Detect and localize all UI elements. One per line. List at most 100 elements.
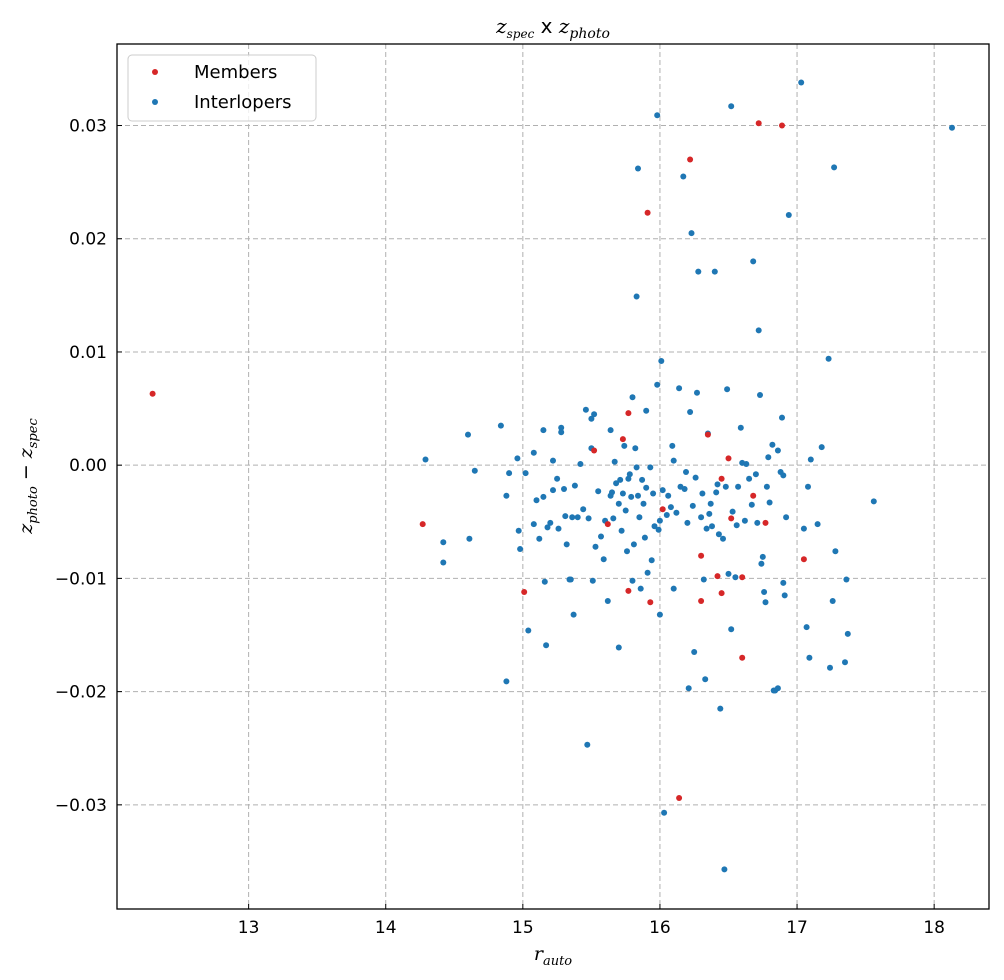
point-members [725,455,732,462]
point-interlopers [514,455,521,462]
point-members [762,519,769,526]
point-interlopers [785,212,792,218]
point-interlopers [574,514,581,521]
point-interlopers [643,484,650,491]
point-interlopers [567,576,574,583]
point-interlopers [577,461,584,467]
point-interlopers [781,592,788,599]
point-interlopers [691,649,698,655]
point-interlopers [595,488,602,495]
point-interlopers [589,577,596,584]
point-interlopers [685,685,692,692]
point-interlopers [628,493,635,500]
point-interlopers [640,500,647,507]
point-interlopers [522,470,529,477]
point-interlopers [724,386,731,393]
point-interlopers [844,630,851,637]
y-axis-label-a-subscript: photo [26,486,41,524]
point-members [718,475,725,482]
point-members [619,436,626,443]
point-interlopers [562,513,569,520]
x-tick-label: 17 [786,918,808,938]
y-tick-label: 0.02 [69,230,107,250]
point-interlopers [779,414,785,421]
point-interlopers [655,526,662,533]
point-members [714,573,721,580]
point-interlopers [722,483,729,490]
point-members [739,654,746,661]
legend-marker-members [152,69,158,75]
point-interlopers [755,327,762,334]
point-interlopers [780,579,787,586]
point-interlopers [525,627,532,634]
plot-frame [116,43,990,910]
point-interlopers [754,519,761,526]
point-interlopers [555,525,562,532]
point-interlopers [694,389,700,396]
point-interlopers [643,407,650,414]
point-interlopers [703,525,710,532]
point-interlopers [584,741,591,748]
point-interlopers [615,644,622,651]
point-members [698,598,705,604]
point-interlopers [759,553,766,560]
point-interlopers [558,424,565,431]
point-members [800,556,807,563]
point-interlopers [673,509,680,516]
point-interlopers [503,492,510,499]
x-tick-label: 15 [512,918,534,938]
point-interlopers [684,519,691,526]
point-interlopers [648,557,655,564]
point-interlopers [585,515,592,522]
point-interlopers [656,517,663,524]
point-interlopers [604,598,611,604]
point-interlopers [625,475,632,482]
point-interlopers [561,486,567,492]
title-spec-subscript: spec [507,27,535,41]
point-interlopers [654,381,661,388]
title-z-photo: z [558,14,570,38]
point-interlopers [639,476,646,483]
point-members [755,120,762,127]
point-interlopers [440,539,447,546]
point-interlopers [814,521,821,528]
point-interlopers [667,504,674,511]
point-interlopers [629,394,636,401]
point-interlopers [465,431,471,438]
point-interlopers [714,481,721,488]
point-interlopers [757,392,763,398]
x-tick-label: 13 [238,918,260,938]
point-interlopers [741,517,748,524]
point-interlopers [506,470,513,477]
point-interlopers [702,676,709,683]
legend: Members Interlopers [127,54,317,122]
point-interlopers [540,427,547,434]
point-members [728,515,735,522]
point-interlopers [571,482,578,489]
point-members [625,410,632,417]
point-members [659,506,666,513]
point-interlopers [617,476,624,483]
point-interlopers [827,664,833,671]
point-interlopers [558,429,565,436]
point-interlopers [626,471,633,478]
legend-label-interlopers: Interlopers [194,92,292,113]
point-interlopers [621,442,628,449]
point-interlopers [580,506,587,513]
point-interlopers [762,599,769,606]
point-members [687,156,694,163]
point-members [750,492,757,499]
point-interlopers [766,499,773,506]
point-interlopers [803,624,810,631]
point-interlopers [706,510,713,517]
point-interlopers [632,445,639,452]
point-interlopers [805,483,811,490]
point-interlopers [588,415,595,422]
point-interlopers [533,497,540,504]
point-interlopers [530,449,537,456]
point-interlopers [774,447,781,454]
point-interlopers [713,489,720,496]
y-axis-label: zphoto − zspec [15,417,41,534]
point-interlopers [783,514,790,521]
point-interlopers [550,487,556,494]
